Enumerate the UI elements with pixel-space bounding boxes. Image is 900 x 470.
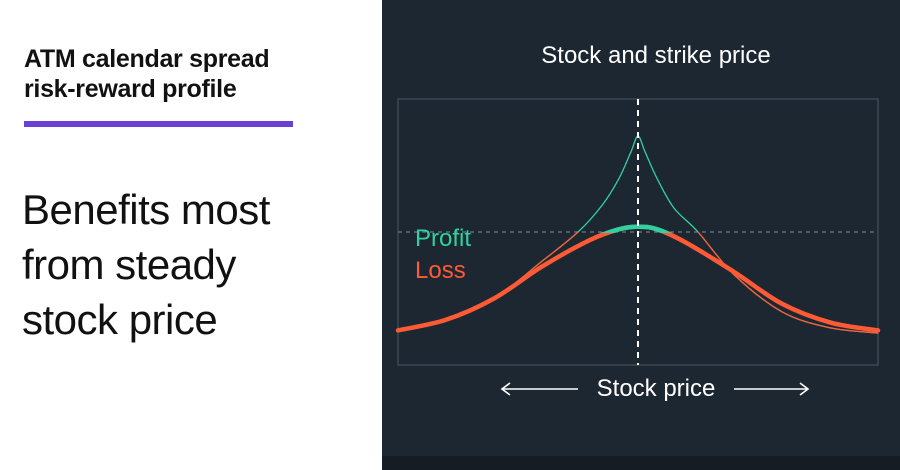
legend-profit-label: Profit [415,225,471,252]
legend-loss-label: Loss [415,257,466,284]
series-loss-profit-cap [600,224,673,233]
x-axis-label: Stock price [597,375,716,402]
subheading: Benefits most from steady stock price [22,182,372,347]
bottom-strip [382,456,900,470]
left-panel: ATM calendar spread risk-reward profile … [0,0,382,470]
chart: Stock and strike price Profit Loss Stock… [395,42,881,402]
subheading-line-3: stock price [22,296,218,343]
heading-line-2: risk-reward profile [24,75,237,103]
subheading-line-1: Benefits most [22,186,270,233]
x-axis-arrow-right [734,382,810,396]
x-axis-arrow-left [500,382,578,396]
chart-panel [382,0,900,470]
heading: ATM calendar spread risk-reward profile [24,44,354,104]
heading-line-1: ATM calendar spread [24,45,270,73]
subheading-line-2: from steady [22,241,236,288]
accent-bar [24,121,293,127]
chart-title: Stock and strike price [541,42,770,69]
series-profit-tail-line [398,232,878,334]
